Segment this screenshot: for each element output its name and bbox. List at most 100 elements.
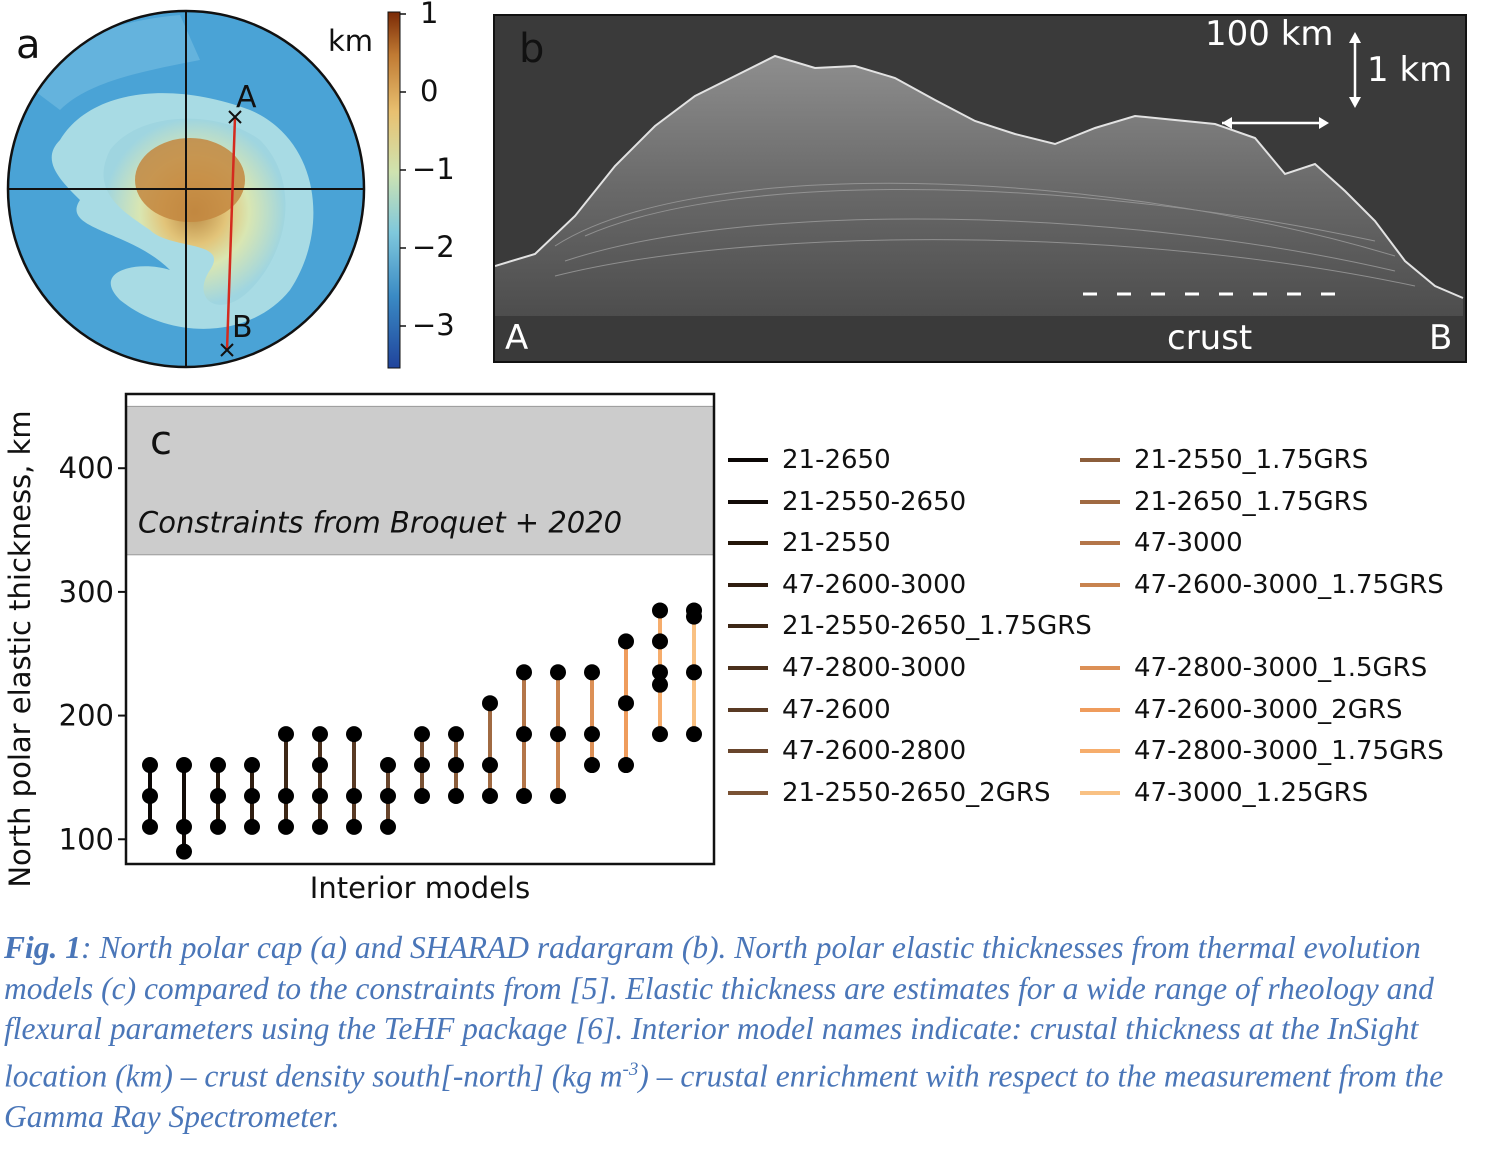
data-point [516, 726, 532, 743]
legend-swatch [1080, 666, 1120, 670]
legend-item: 47-2600-3000_2GRS [1080, 693, 1402, 727]
legend-swatch [728, 624, 768, 629]
legend-item: 21-2550-2650_2GRS [728, 776, 1050, 810]
data-point [618, 633, 634, 650]
data-point [448, 726, 464, 743]
data-point [312, 757, 328, 774]
x-axis-label: Interior models [310, 871, 530, 905]
legend-swatch [728, 541, 768, 546]
data-point [414, 726, 430, 743]
crust-label: crust [1167, 318, 1253, 358]
data-point [516, 664, 532, 681]
legend-swatch [1080, 458, 1120, 462]
legend-label: 21-2550_1.75GRS [1134, 445, 1369, 475]
data-point [210, 787, 226, 804]
radargram-left-label: A [505, 318, 529, 358]
data-point [210, 818, 226, 835]
data-point [346, 726, 362, 743]
legend-label: 47-2600-3000 [782, 569, 967, 600]
legend-item: 47-2600-2800 [728, 734, 966, 768]
figure-caption: Fig. 1: North polar cap (a) and SHARAD r… [4, 928, 1490, 1137]
point-b-label: B [232, 310, 253, 345]
legend-item: 21-2550-2650 [728, 485, 966, 519]
data-point [652, 676, 668, 693]
panel-b-radargram: b 100 km 1 km A B crust [493, 14, 1467, 363]
data-point [346, 818, 362, 835]
legend-label: 47-3000_1.25GRS [1134, 777, 1369, 808]
legend-label: 21-2550 [782, 528, 891, 559]
legend-item: 21-2650 [728, 443, 891, 477]
legend-label: 47-2600 [782, 694, 891, 725]
data-point [278, 818, 294, 835]
legend-item: 47-2800-3000_1.5GRS [1080, 651, 1427, 685]
y-tick-label: 200 [59, 699, 114, 733]
legend-swatch [1080, 541, 1120, 546]
data-point [652, 726, 668, 743]
legend-label: 47-2600-2800 [782, 736, 967, 767]
legend-item: 47-2600-3000 [728, 568, 966, 602]
colorbar-unit: km [328, 24, 374, 58]
legend-swatch [728, 666, 768, 670]
data-point [618, 695, 634, 712]
data-point [414, 787, 430, 804]
data-point [686, 664, 702, 681]
y-tick-label: 100 [59, 822, 114, 856]
legend-label: 21-2650_1.75GRS [1134, 486, 1369, 517]
colorbar-tick-label: 1 [420, 0, 439, 30]
legend-item: 21-2550_1.75GRS [1080, 443, 1368, 477]
data-point [346, 787, 362, 804]
data-point [278, 726, 294, 743]
legend-label: 47-2800-3000 [782, 653, 967, 683]
legend-item: 21-2650_1.75GRS [1080, 485, 1368, 519]
data-point [448, 757, 464, 774]
panel-a-label: a [16, 22, 41, 68]
caption-superscript: -3 [622, 1058, 639, 1080]
figure-label: Fig. 1 [4, 930, 82, 965]
data-point [312, 818, 328, 835]
legend-label: 21-2550-2650_1.75GRS [782, 611, 1092, 642]
legend-item: 47-2600 [728, 693, 891, 727]
legend-label: 21-2550-2650_2GRS [782, 777, 1051, 808]
legend-label: 21-2650 [782, 445, 891, 475]
panel-c-label: c [150, 418, 172, 464]
legend-swatch [728, 582, 768, 587]
radargram-right-label: B [1429, 318, 1453, 358]
colorbar-tick-label: −1 [412, 152, 455, 186]
data-point [482, 695, 498, 712]
legend-item: 47-2600-3000_1.75GRS [1080, 568, 1444, 602]
y-axis-label: North polar elastic thickness, km [3, 410, 37, 887]
legend-swatch [1080, 707, 1120, 712]
data-point [516, 787, 532, 804]
data-point [312, 787, 328, 804]
legend-swatch [728, 749, 768, 754]
legend-swatch [728, 790, 768, 795]
data-point [584, 757, 600, 774]
data-point [618, 757, 634, 774]
data-point [380, 818, 396, 835]
colorbar-tick-label: −3 [412, 308, 455, 342]
panel-c-chart: 100 200 300 400 c Constraints from Broquet … [3, 392, 716, 905]
legend-label: 21-2550-2650 [782, 486, 967, 517]
legend-swatch [728, 458, 768, 462]
panel-b-label: b [519, 26, 545, 72]
data-point [652, 602, 668, 619]
legend-label: 47-2600-3000_2GRS [1134, 694, 1403, 725]
y-tick-label: 400 [59, 451, 114, 485]
data-point [176, 843, 192, 860]
data-point [550, 787, 566, 804]
y-axis-ticks: 100 200 300 400 [59, 451, 126, 856]
legend-label: 47-3000 [1134, 528, 1243, 559]
point-a-label: A [236, 80, 257, 115]
legend-item: 21-2550 [728, 526, 891, 560]
constraint-band [125, 405, 715, 556]
legend-swatch [1080, 790, 1120, 795]
colorbar-tick-label: −2 [412, 230, 455, 264]
colorbar-tick-label: 0 [420, 74, 439, 108]
data-point [482, 787, 498, 804]
data-point [686, 602, 702, 619]
data-point [414, 757, 430, 774]
legend-item: 47-3000_1.25GRS [1080, 776, 1368, 810]
data-point [278, 787, 294, 804]
data-point [244, 787, 260, 804]
plot-frame [124, 392, 716, 866]
